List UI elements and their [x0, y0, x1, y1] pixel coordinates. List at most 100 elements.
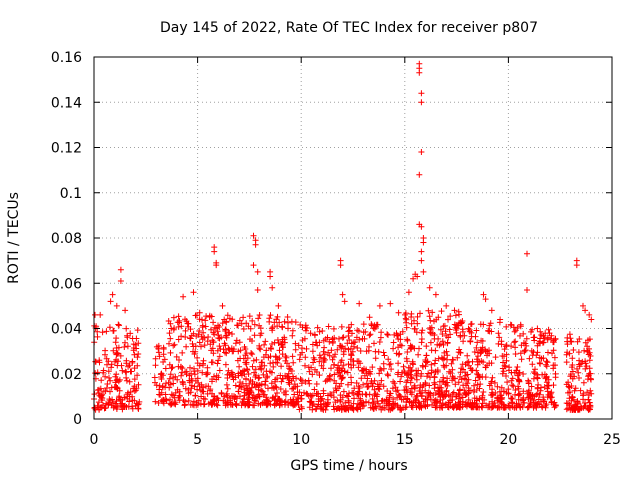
data-point [439, 338, 446, 345]
data-point [450, 404, 457, 411]
data-point [327, 391, 334, 397]
data-point [460, 366, 466, 373]
data-point [465, 376, 472, 383]
data-point [397, 336, 404, 343]
data-point [135, 340, 142, 347]
data-point [515, 376, 522, 383]
data-point [345, 333, 352, 339]
data-point [389, 385, 396, 392]
data-point [426, 313, 433, 320]
data-point [166, 361, 173, 368]
data-point [176, 319, 182, 326]
data-point [213, 325, 220, 332]
data-point [284, 314, 291, 320]
data-point [528, 396, 534, 402]
data-point [243, 320, 250, 327]
data-point [351, 385, 358, 392]
data-point [256, 312, 263, 318]
data-point [354, 345, 361, 351]
data-point [397, 378, 404, 385]
data-point [552, 374, 559, 381]
data-point [474, 403, 480, 410]
data-point [281, 339, 288, 346]
y-tick-label: 0.08 [51, 231, 82, 247]
data-point [468, 329, 475, 336]
data-point [443, 387, 450, 394]
data-point [240, 396, 247, 403]
data-point [442, 328, 449, 335]
data-point [521, 399, 528, 406]
data-point [418, 257, 425, 264]
data-point [135, 381, 142, 388]
data-point [517, 323, 524, 330]
data-point [395, 391, 402, 398]
data-point [124, 332, 131, 339]
data-point [525, 377, 532, 384]
data-point [512, 387, 519, 393]
data-point [121, 394, 128, 401]
data-point [275, 396, 282, 402]
data-point [449, 356, 456, 363]
data-point [236, 317, 243, 324]
data-point [118, 362, 125, 369]
data-point [552, 402, 559, 408]
data-point [368, 378, 375, 384]
data-point [426, 284, 433, 291]
data-point [350, 357, 357, 364]
data-point [199, 324, 206, 331]
data-point [542, 330, 549, 337]
data-point [167, 349, 174, 356]
data-point [439, 331, 446, 337]
data-point [588, 390, 595, 397]
data-point [550, 382, 557, 389]
data-point [107, 377, 114, 384]
data-point [470, 404, 477, 411]
data-point [103, 328, 110, 335]
data-point [393, 350, 400, 357]
data-point [418, 99, 425, 106]
data-point [211, 248, 218, 255]
data-point [304, 325, 310, 331]
data-point [462, 401, 469, 408]
data-point [534, 325, 541, 332]
data-point [168, 391, 175, 398]
data-point [166, 340, 172, 347]
data-point [94, 333, 101, 340]
data-point [324, 396, 331, 403]
data-point [351, 395, 357, 402]
data-point [472, 377, 479, 384]
data-point [241, 344, 248, 350]
data-point [428, 369, 435, 376]
data-point [550, 339, 557, 346]
data-point [455, 322, 462, 329]
data-point [517, 350, 524, 357]
data-point [535, 396, 542, 403]
data-point [339, 394, 346, 401]
data-point [441, 391, 448, 398]
data-point [482, 296, 489, 303]
data-point [218, 389, 225, 396]
data-point [416, 69, 423, 76]
data-point [464, 352, 471, 359]
data-point [349, 330, 355, 337]
data-point [237, 379, 243, 386]
data-point [498, 338, 505, 345]
data-point [276, 347, 283, 354]
data-point [156, 386, 163, 393]
data-point [467, 400, 474, 407]
data-point [189, 377, 196, 384]
data-point [587, 404, 594, 410]
data-point [229, 316, 236, 323]
data-point [187, 326, 194, 333]
data-point [265, 385, 271, 392]
data-point [497, 316, 504, 323]
data-point [432, 381, 438, 388]
data-point [179, 349, 186, 356]
data-point [348, 379, 355, 386]
data-point [418, 248, 425, 255]
data-point [516, 390, 523, 397]
data-point [459, 328, 466, 335]
data-point [318, 404, 325, 411]
data-point [480, 291, 487, 298]
data-point [345, 397, 352, 404]
